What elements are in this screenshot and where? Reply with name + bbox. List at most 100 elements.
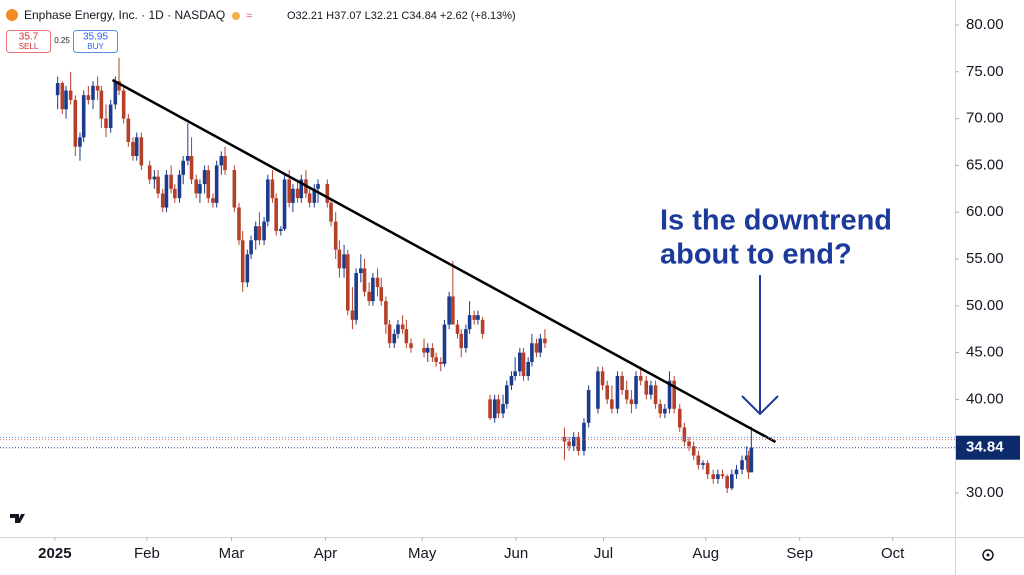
- candle-body: [746, 455, 751, 473]
- candle-body: [299, 179, 304, 199]
- candle-body: [638, 376, 643, 381]
- candle-body: [73, 99, 78, 147]
- candle-body: [705, 463, 710, 475]
- candle-body: [189, 156, 194, 180]
- candle-body: [354, 273, 358, 320]
- candle-body: [232, 170, 237, 208]
- candle-body: [117, 81, 121, 91]
- sell-button[interactable]: [6, 30, 51, 53]
- candle-body: [257, 226, 262, 241]
- settings-icon-dot: [986, 553, 990, 557]
- plot: [0, 57, 955, 494]
- candle-body: [720, 474, 725, 477]
- candle-body: [711, 474, 716, 479]
- candle-body: [104, 118, 108, 128]
- candle-body: [518, 352, 522, 372]
- candle-body: [329, 202, 333, 222]
- candle-body: [262, 221, 266, 241]
- candle-body: [379, 287, 384, 302]
- y-tick-label: 65.00: [966, 156, 1004, 173]
- candle-body: [139, 137, 144, 166]
- sell-price: 35.7: [19, 32, 39, 43]
- candle-body: [219, 156, 224, 166]
- candle-body: [60, 83, 65, 110]
- candle-body: [223, 156, 227, 171]
- y-tick-label: 50.00: [966, 297, 1004, 314]
- candle-body: [121, 90, 126, 119]
- candle-body: [571, 436, 576, 447]
- candle-body: [576, 436, 581, 451]
- candle-body: [253, 226, 258, 241]
- candle-body: [78, 137, 82, 147]
- candle-body: [211, 198, 215, 203]
- y-tick-label: 75.00: [966, 63, 1004, 80]
- candle-body: [663, 408, 667, 414]
- candle-body: [333, 221, 338, 250]
- candle-body: [696, 455, 701, 465]
- candle-body: [596, 371, 600, 409]
- candle-body: [152, 176, 157, 180]
- candle-body: [509, 376, 514, 386]
- candle-body: [367, 291, 371, 302]
- candle-body: [194, 179, 199, 194]
- candle-body: [480, 319, 485, 334]
- candle-body: [312, 188, 317, 203]
- candle-body: [492, 399, 497, 419]
- candle-body: [615, 376, 620, 409]
- status-icon: ≈: [246, 10, 252, 22]
- candle-body: [337, 249, 342, 269]
- annotation-arrow: [741, 275, 779, 416]
- spread: 0.25: [54, 36, 70, 45]
- candle-body: [451, 296, 455, 325]
- candle-body: [384, 301, 388, 325]
- y-tick-label: 40.00: [966, 390, 1004, 407]
- candle-body: [64, 90, 68, 110]
- candle-body: [504, 385, 509, 405]
- last-price-label: 34.84: [966, 439, 1004, 456]
- candle-body: [749, 447, 754, 473]
- candle-body: [600, 371, 605, 386]
- candle-body: [99, 90, 104, 119]
- settings-icon[interactable]: [982, 549, 994, 561]
- candle-body: [316, 184, 320, 189]
- market-status-icon: [232, 12, 240, 20]
- candle-body: [716, 474, 720, 479]
- candle-body: [147, 165, 152, 180]
- header: Enphase Energy, Inc. · 1D · NASDAQ ≈ O32…: [6, 8, 516, 53]
- candle-body: [164, 174, 169, 208]
- candle-body: [629, 399, 634, 405]
- candle-body: [701, 463, 705, 465]
- y-tick-label: 45.00: [966, 344, 1004, 361]
- candle-body: [734, 469, 739, 475]
- candle-body: [86, 95, 91, 100]
- candle-body: [586, 390, 591, 423]
- annotation-line: Is the downtrend: [660, 205, 892, 237]
- candle-body: [620, 376, 624, 391]
- candle-body: [375, 277, 380, 288]
- y-tick-label: 60.00: [966, 203, 1004, 220]
- last-price-box: [956, 435, 1020, 460]
- candle-body: [131, 141, 135, 157]
- candle-body: [682, 427, 687, 442]
- candle-body: [396, 324, 400, 334]
- candle-body: [68, 90, 73, 100]
- candle-body: [266, 179, 270, 222]
- annotation-line: about to end?: [660, 239, 852, 271]
- candle-body: [173, 188, 177, 199]
- tradingview-logo: [10, 514, 25, 523]
- x-tick-label: Mar: [219, 545, 245, 562]
- buy-button[interactable]: [73, 30, 118, 53]
- candle-body: [362, 268, 367, 292]
- candle-body: [245, 254, 250, 283]
- candle-body: [177, 174, 182, 199]
- candle-body: [476, 315, 480, 320]
- candle-body: [295, 188, 300, 199]
- candle-body: [644, 380, 649, 395]
- candle-body: [198, 184, 202, 194]
- candle-body: [202, 170, 207, 185]
- candle-body: [91, 85, 95, 100]
- candle-body: [237, 207, 241, 241]
- candle-body: [677, 408, 682, 428]
- x-tick-label: Jun: [504, 545, 528, 562]
- candle-body: [206, 170, 211, 199]
